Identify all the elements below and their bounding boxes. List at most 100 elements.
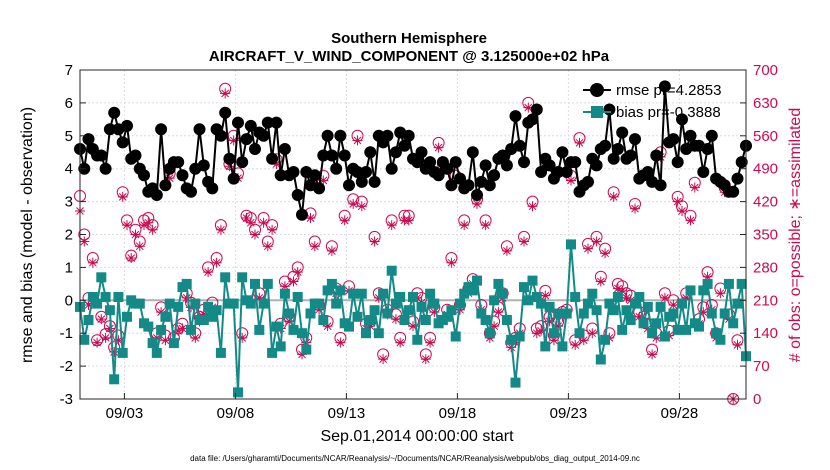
obs-assimilated-marker xyxy=(472,198,482,209)
y2-axis-label: # of obs: o=possible; ∗=assimilated xyxy=(787,108,804,362)
obs-assimilated-marker xyxy=(117,191,128,202)
bias-point xyxy=(160,311,171,322)
obs-assimilated-marker xyxy=(356,201,367,212)
rmse-point xyxy=(308,169,321,182)
rmse-point xyxy=(206,182,219,195)
obs-assimilated-marker xyxy=(284,316,295,327)
obs-assimilated-marker xyxy=(715,288,726,299)
bias-point xyxy=(326,278,337,289)
bias-point xyxy=(220,272,231,283)
rmse-point xyxy=(95,149,108,162)
bias-point xyxy=(557,341,568,352)
obs-assimilated-marker xyxy=(262,241,273,252)
rmse-point xyxy=(701,143,714,155)
bias-point xyxy=(612,292,623,302)
bias-point xyxy=(151,347,162,358)
rmse-point xyxy=(671,156,684,169)
obs-assimilated-marker xyxy=(677,206,687,216)
rmse-point xyxy=(629,133,641,146)
y-tick-label: 3 xyxy=(65,194,73,211)
obs-assimilated-marker xyxy=(181,292,192,303)
y2-tick-label: 630 xyxy=(753,95,778,112)
bias-point xyxy=(604,298,615,309)
bias-point xyxy=(591,305,602,316)
legend-bias-label: bias pr=-0.3888 xyxy=(616,104,721,121)
bias-point xyxy=(190,298,201,309)
rmse-point xyxy=(343,179,355,192)
rmse-point xyxy=(385,162,398,175)
rmse-point xyxy=(266,152,279,165)
x-axis-label: Sep.01,2014 00:00:00 start xyxy=(320,428,514,445)
rmse-point xyxy=(232,116,244,129)
rmse-point xyxy=(569,156,582,169)
bias-point xyxy=(416,301,427,312)
rmse-point xyxy=(466,146,479,159)
bias-point xyxy=(113,292,124,302)
obs-assimilated-marker xyxy=(237,332,248,343)
rmse-point xyxy=(526,113,539,126)
bias-point xyxy=(459,288,470,299)
rmse-point xyxy=(172,156,185,169)
obs-assimilated-marker xyxy=(309,241,320,252)
bias-point xyxy=(104,305,115,316)
y2-tick-label: 700 xyxy=(753,62,778,79)
bias-point xyxy=(373,328,384,339)
bias-point xyxy=(625,315,636,325)
rmse-point xyxy=(684,129,697,142)
bias-point xyxy=(365,315,376,325)
obs-assimilated-marker xyxy=(578,335,589,346)
rmse-point xyxy=(535,166,548,178)
rmse-point xyxy=(116,136,129,149)
obs-assimilated-marker xyxy=(480,220,491,231)
bias-point xyxy=(728,318,739,329)
rmse-point xyxy=(321,129,334,142)
bias-point xyxy=(570,292,581,302)
bias-point xyxy=(450,331,461,342)
rmse-point xyxy=(236,156,249,169)
bias-point xyxy=(399,315,410,325)
rmse-point xyxy=(402,129,415,142)
bias-point xyxy=(519,282,529,293)
rmse-point xyxy=(355,175,368,188)
rmse-point xyxy=(530,103,543,116)
bias-point xyxy=(100,292,111,302)
rmse-point xyxy=(445,179,458,192)
obs-assimilated-marker xyxy=(250,229,260,240)
bias-point xyxy=(331,298,342,309)
bias-point xyxy=(390,298,401,309)
y-tick-label: 0 xyxy=(65,292,73,309)
rmse-point xyxy=(616,126,629,139)
obs-assimilated-marker xyxy=(574,137,585,148)
obs-assimilated-marker xyxy=(96,314,107,325)
x-tick-label: 09/28 xyxy=(661,405,699,422)
rmse-point xyxy=(667,133,680,146)
bias-point xyxy=(322,285,333,296)
bias-point xyxy=(455,298,465,309)
data-file-footnote: data file: /Users/gharamti/Documents/NCA… xyxy=(190,454,640,463)
obs-assimilated-marker xyxy=(100,332,111,343)
rmse-point xyxy=(227,172,240,185)
bias-point xyxy=(122,311,132,322)
bias-point xyxy=(694,321,704,332)
bias-point xyxy=(553,308,564,319)
bias-point xyxy=(215,347,226,358)
y2-tick-label: 70 xyxy=(753,358,770,375)
bias-point xyxy=(600,334,611,345)
obs-assimilated-marker xyxy=(288,276,299,287)
obs-assimilated-marker xyxy=(403,215,414,226)
bias-point xyxy=(719,308,730,319)
bias-point xyxy=(732,298,743,309)
rmse-point xyxy=(129,149,142,162)
obs-assimilated-marker xyxy=(621,292,632,303)
bias-point xyxy=(723,278,734,289)
obs-assimilated-marker xyxy=(595,276,606,287)
obs-assimilated-marker xyxy=(501,245,512,256)
obs-assimilated-marker xyxy=(612,283,623,294)
bias-point xyxy=(203,301,214,312)
rmse-point xyxy=(244,119,257,132)
obs-assimilated-marker xyxy=(147,224,158,235)
bias-point xyxy=(395,292,406,302)
obs-assimilated-marker xyxy=(681,292,692,303)
obs-assimilated-marker xyxy=(92,337,103,348)
rmse-point xyxy=(552,166,565,178)
